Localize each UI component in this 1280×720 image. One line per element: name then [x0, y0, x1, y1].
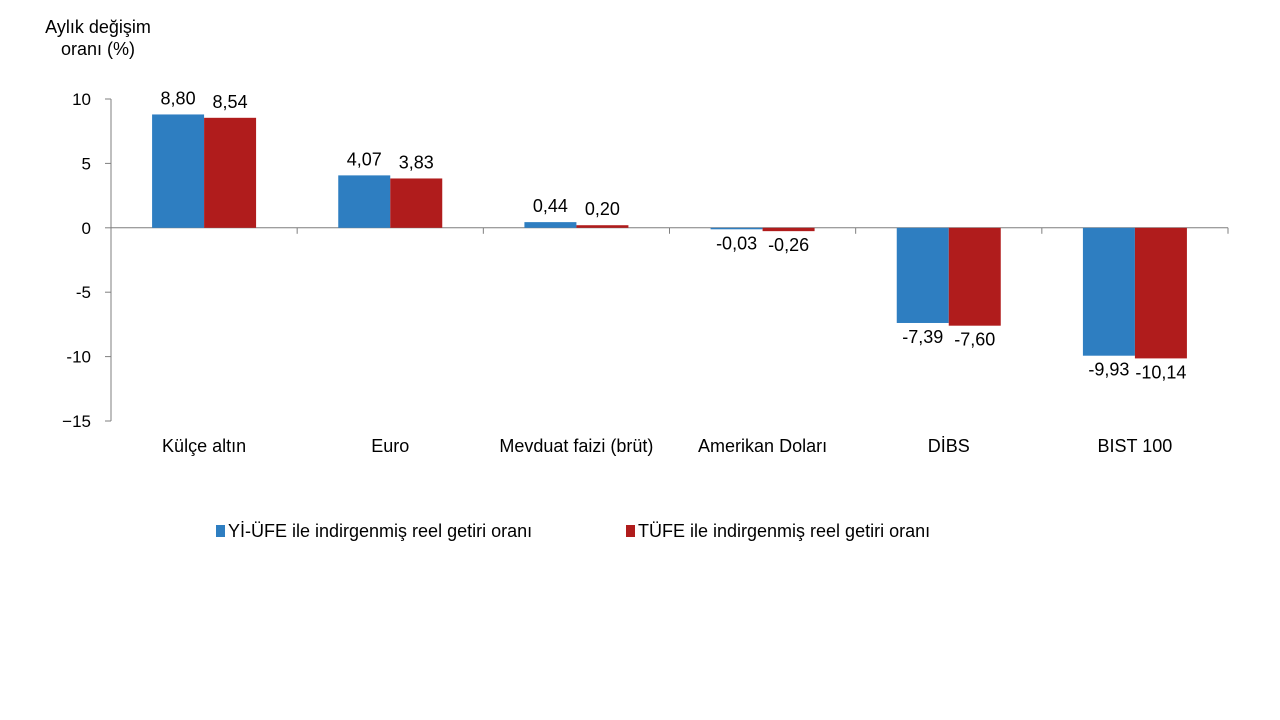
category-label: BIST 100 [1098, 436, 1173, 456]
bar [390, 178, 443, 228]
axes [110, 99, 1229, 421]
data-label: -0,03 [716, 233, 757, 253]
data-label: 3,83 [399, 152, 434, 172]
y-tick-label: 5 [82, 154, 91, 173]
category-labels: Külçe altın Euro Mevduat faizi (brüt) Ameri… [162, 436, 1172, 456]
legend-label: TÜFE ile indirgenmiş reel getiri oranı [638, 521, 930, 541]
y-tick-label: -5 [76, 283, 91, 302]
data-label: 0,20 [585, 199, 620, 219]
legend-swatch [626, 525, 635, 537]
data-label: 8,80 [161, 88, 196, 108]
data-labels: 8,80 8,544,07 3,830,44 0,20-0,03 -0,26-7,39-… [161, 88, 1187, 382]
bar [152, 114, 205, 228]
data-label: -10,14 [1135, 362, 1186, 382]
bar [896, 227, 949, 323]
legend-swatch [216, 525, 225, 537]
y-ticks: 10 5 0 -5 -10 −15 [62, 90, 111, 431]
y-axis-title-line: oranı (%) [61, 39, 135, 59]
bar [1082, 227, 1135, 356]
data-label: 8,54 [213, 92, 248, 112]
category-label: Külçe altın [162, 436, 246, 456]
y-tick-label: -10 [66, 348, 91, 367]
category-label: Euro [371, 436, 409, 456]
bar [524, 222, 577, 228]
data-label: -7,39 [902, 327, 943, 347]
legend-label: Yİ-ÜFE ile indirgenmiş reel getiri oranı [228, 521, 532, 541]
bar [762, 227, 815, 232]
y-axis-title-line: Aylık değişim [45, 17, 151, 37]
bar [338, 175, 391, 228]
bar [948, 227, 1001, 326]
bar [710, 227, 763, 230]
data-label: -0,26 [768, 235, 809, 255]
y-tick-label: 0 [82, 219, 91, 238]
y-tick-label: 10 [72, 90, 91, 109]
bars [152, 114, 1187, 359]
y-tick-label: −15 [62, 412, 91, 431]
category-label: Mevduat faizi (brüt) [499, 436, 653, 456]
data-label: 4,07 [347, 149, 382, 169]
data-label: 0,44 [533, 196, 568, 216]
bar [204, 117, 257, 228]
bar [576, 225, 629, 228]
category-label: DİBS [928, 436, 970, 456]
data-label: -7,60 [954, 330, 995, 350]
data-label: -9,93 [1088, 360, 1129, 380]
category-label: Amerikan Doları [698, 436, 827, 456]
bar [1134, 227, 1187, 359]
legend: Yİ-ÜFE ile indirgenmiş reel getiri oranı… [216, 521, 930, 541]
